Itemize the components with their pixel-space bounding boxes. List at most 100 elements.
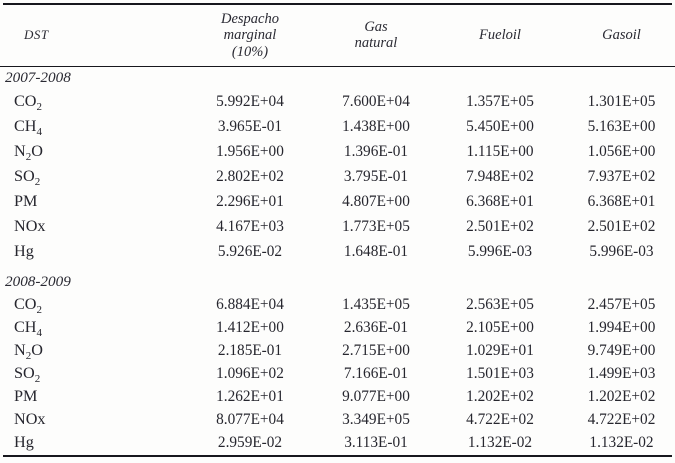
value-cell-fueloil: 1.029E+01 bbox=[466, 341, 534, 359]
value-cell-gasoil: 1.202E+02 bbox=[587, 387, 656, 405]
value-cell-despacho-marginal: 8.077E+04 bbox=[216, 410, 284, 428]
table-row: Hg 2.959E-02 3.113E-01 1.132E-02 1.132E-… bbox=[0, 431, 675, 454]
table-row: N2O 2.185E-01 2.715E+00 1.029E+01 9.749E… bbox=[0, 339, 675, 362]
substance-subscript: 2 bbox=[36, 101, 43, 114]
substance-pre: Hg bbox=[14, 242, 34, 260]
substance-subscript: 2 bbox=[34, 373, 41, 386]
value-cell-gasoil: 2.457E+05 bbox=[587, 295, 656, 313]
value-cell-despacho-marginal: 1.412E+00 bbox=[216, 318, 284, 336]
substance-label: SO2 bbox=[0, 362, 180, 385]
value-cell-gasoil: 1.132E-02 bbox=[589, 433, 654, 451]
table-row: PM 2.296E+01 4.807E+00 6.368E+01 6.368E+… bbox=[0, 189, 675, 214]
bottom-rule bbox=[3, 455, 672, 457]
table-row: CH4 1.412E+00 2.636E-01 2.105E+00 1.994E… bbox=[0, 316, 675, 339]
value-cell-gas-natural: 3.349E+05 bbox=[342, 410, 410, 428]
col-header-fueloil: Fueloil bbox=[432, 5, 568, 67]
value-cell-fueloil: 2.501E+02 bbox=[466, 217, 534, 235]
value-cell-gasoil: 1.499E+03 bbox=[587, 364, 656, 382]
header-line: (10%) bbox=[231, 43, 269, 60]
substance-label: SO2 bbox=[0, 164, 180, 189]
substance-subscript: 4 bbox=[36, 126, 43, 139]
table-row: CO2 6.884E+04 1.435E+05 2.563E+05 2.457E… bbox=[0, 293, 675, 316]
substance-label: CO2 bbox=[0, 89, 180, 114]
value-cell-fueloil: 5.450E+00 bbox=[466, 117, 534, 135]
substance-pre: CH bbox=[14, 318, 37, 336]
substance-subscript: 4 bbox=[36, 327, 43, 340]
header-line: marginal bbox=[223, 27, 277, 43]
value-cell-despacho-marginal: 5.992E+04 bbox=[216, 92, 284, 110]
substance-pre: Hg bbox=[14, 433, 34, 451]
col-header-despacho-marginal: Despacho marginal (10%) bbox=[180, 5, 320, 67]
substance-subscript: 2 bbox=[36, 304, 43, 317]
substance-label: NOx bbox=[0, 408, 180, 431]
table-body: 2007-2008 CO2 5.992E+04 7.600E+04 1.357E… bbox=[0, 66, 675, 454]
table-row: CH4 3.965E-01 1.438E+00 5.450E+00 5.163E… bbox=[0, 114, 675, 139]
value-cell-gas-natural: 2.636E-01 bbox=[343, 318, 409, 336]
value-cell-gasoil: 1.056E+00 bbox=[587, 142, 656, 160]
substance-label: PM bbox=[0, 189, 180, 214]
table-row: N2O 1.956E+00 1.396E-01 1.115E+00 1.056E… bbox=[0, 139, 675, 164]
value-cell-gas-natural: 1.435E+05 bbox=[342, 295, 410, 313]
substance-subscript: 2 bbox=[34, 176, 41, 189]
substance-pre: PM bbox=[14, 192, 38, 210]
substance-pre: N bbox=[14, 341, 26, 359]
value-cell-despacho-marginal: 1.956E+00 bbox=[216, 142, 284, 160]
table-row: CO2 5.992E+04 7.600E+04 1.357E+05 1.301E… bbox=[0, 89, 675, 114]
table-row: NOx 8.077E+04 3.349E+05 4.722E+02 4.722E… bbox=[0, 408, 675, 431]
value-cell-fueloil: 2.563E+05 bbox=[466, 295, 534, 313]
section-period-row: 2008-2009 bbox=[0, 264, 675, 293]
substance-pre: CO bbox=[14, 92, 37, 110]
value-cell-despacho-marginal: 3.965E-01 bbox=[217, 117, 283, 135]
substance-label: Hg bbox=[0, 431, 180, 454]
substance-label: PM bbox=[0, 385, 180, 408]
value-cell-gas-natural: 3.795E-01 bbox=[343, 167, 409, 185]
substance-subscript: 2 bbox=[25, 151, 32, 164]
value-cell-gasoil: 7.937E+02 bbox=[587, 167, 656, 185]
value-cell-gasoil: 5.163E+00 bbox=[587, 117, 656, 135]
substance-label: CH4 bbox=[0, 114, 180, 139]
value-cell-gasoil: 4.722E+02 bbox=[587, 410, 656, 428]
value-cell-fueloil: 1.115E+00 bbox=[466, 142, 534, 160]
value-cell-despacho-marginal: 4.167E+03 bbox=[216, 217, 284, 235]
value-cell-gas-natural: 1.396E-01 bbox=[343, 142, 409, 160]
value-cell-despacho-marginal: 2.802E+02 bbox=[216, 167, 284, 185]
value-cell-fueloil: 4.722E+02 bbox=[466, 410, 534, 428]
value-cell-gas-natural: 7.166E-01 bbox=[343, 364, 409, 382]
col-header-gasoil: Gasoil bbox=[568, 5, 675, 67]
value-cell-gasoil: 5.996E-03 bbox=[589, 242, 654, 260]
value-cell-fueloil: 5.996E-03 bbox=[467, 242, 533, 260]
value-cell-despacho-marginal: 1.262E+01 bbox=[216, 387, 284, 405]
table-row: SO2 1.096E+02 7.166E-01 1.501E+03 1.499E… bbox=[0, 362, 675, 385]
substance-subscript: 2 bbox=[25, 350, 32, 363]
substance-label: NOx bbox=[0, 214, 180, 239]
value-cell-despacho-marginal: 6.884E+04 bbox=[216, 295, 284, 313]
substance-pre: NOx bbox=[14, 217, 46, 235]
substance-post: O bbox=[31, 341, 43, 359]
value-cell-gas-natural: 1.648E-01 bbox=[343, 242, 409, 260]
value-cell-gas-natural: 1.773E+05 bbox=[342, 217, 410, 235]
substance-pre: SO bbox=[14, 167, 35, 185]
value-cell-gas-natural: 9.077E+00 bbox=[342, 387, 410, 405]
value-cell-fueloil: 1.132E-02 bbox=[467, 433, 533, 451]
value-cell-gas-natural: 3.113E-01 bbox=[344, 433, 408, 451]
header-line: natural bbox=[354, 35, 398, 52]
value-cell-gas-natural: 1.438E+00 bbox=[342, 117, 410, 135]
emissions-table: DST Despacho marginal (10%) Gas natural Fue… bbox=[0, 5, 675, 454]
value-cell-gas-natural: 2.715E+00 bbox=[342, 341, 410, 359]
top-rule bbox=[3, 3, 672, 5]
substance-pre: CH bbox=[14, 117, 37, 135]
value-cell-gasoil: 1.301E+05 bbox=[587, 92, 656, 110]
value-cell-gas-natural: 4.807E+00 bbox=[342, 192, 410, 210]
substance-label: CH4 bbox=[0, 316, 180, 339]
col-header-dst: DST bbox=[0, 5, 180, 67]
section-period-row: 2007-2008 bbox=[0, 66, 675, 89]
substance-label: CO2 bbox=[0, 293, 180, 316]
value-cell-despacho-marginal: 1.096E+02 bbox=[216, 364, 284, 382]
value-cell-gasoil: 6.368E+01 bbox=[587, 192, 656, 210]
substance-label: N2O bbox=[0, 339, 180, 362]
value-cell-gasoil: 2.501E+02 bbox=[587, 217, 656, 235]
value-cell-fueloil: 1.357E+05 bbox=[466, 92, 534, 110]
value-cell-gasoil: 1.994E+00 bbox=[587, 318, 656, 336]
col-header-gas-natural: Gas natural bbox=[320, 5, 432, 67]
